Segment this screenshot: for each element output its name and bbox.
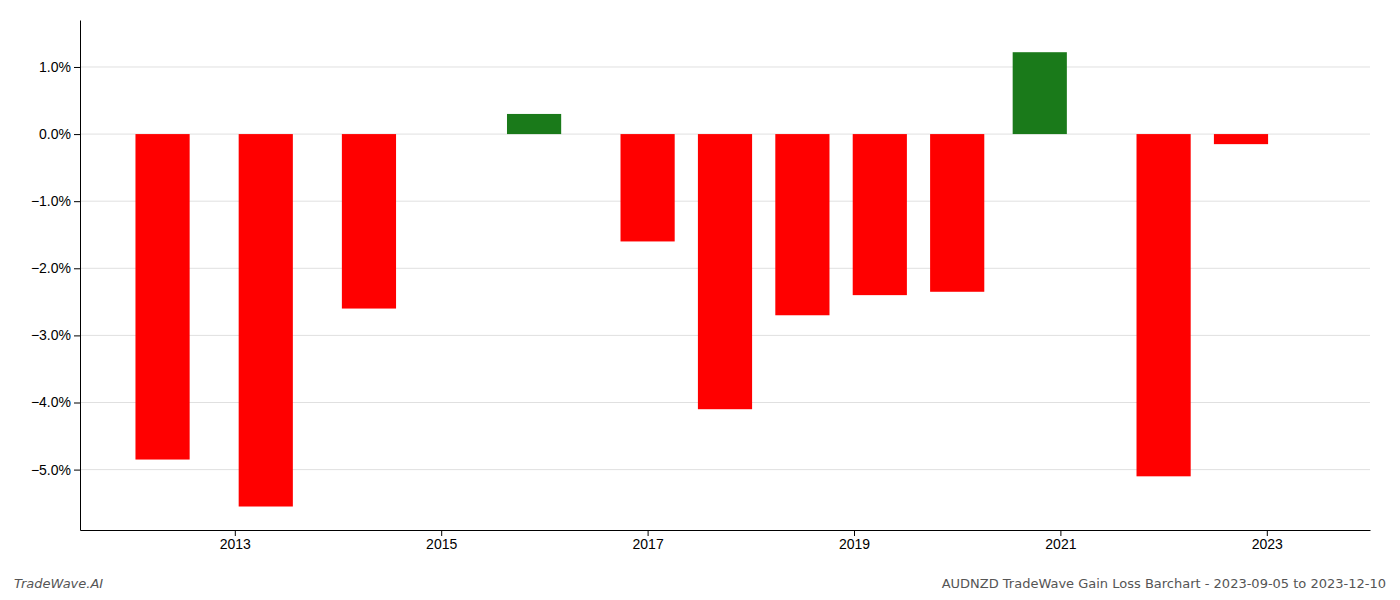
y-tick: −3.0% — [31, 327, 80, 343]
y-tick-mark — [74, 67, 80, 68]
bar — [239, 134, 293, 506]
bar — [1013, 52, 1067, 134]
bar — [1137, 134, 1191, 476]
y-tick-label: −4.0% — [31, 394, 71, 410]
y-tick-mark — [74, 268, 80, 269]
y-axis-line — [80, 21, 81, 531]
x-axis-line — [81, 530, 1371, 531]
footer-text: AUDNZD TradeWave Gain Loss Barchart - 20… — [942, 576, 1386, 591]
bar — [930, 134, 984, 292]
x-tick: 2017 — [633, 530, 664, 552]
plot: 2013 2015 2017 2019 2021 2023 1.0% 0.0% −1.0% −2.… — [31, 21, 1371, 552]
y-tick-mark — [74, 201, 80, 202]
y-tick-mark — [74, 134, 80, 135]
footer-text: TradeWave.AI — [14, 576, 103, 591]
chart: 2013 2015 2017 2019 2021 2023 1.0% 0.0% −1.0% −2.… — [0, 0, 1400, 600]
x-tick-label: 2017 — [633, 536, 664, 552]
y-tick-label: 0.0% — [39, 126, 71, 142]
y-tick: −4.0% — [31, 394, 80, 410]
x-tick: 2023 — [1252, 530, 1283, 552]
y-tick-mark — [74, 335, 80, 336]
x-tick-label: 2019 — [839, 536, 870, 552]
bar — [1214, 134, 1268, 144]
x-tick: 2019 — [839, 530, 870, 552]
bar — [135, 134, 189, 459]
y-tick-label: −1.0% — [31, 193, 71, 209]
bar — [621, 134, 675, 241]
y-tick-mark — [74, 403, 80, 404]
y-tick-label: −3.0% — [31, 327, 71, 343]
y-tick: −5.0% — [31, 462, 80, 478]
x-tick-label: 2023 — [1252, 536, 1283, 552]
x-tick-label: 2015 — [426, 536, 457, 552]
grid-line — [80, 66, 1370, 67]
y-tick-mark — [74, 470, 80, 471]
x-tick: 2013 — [220, 530, 251, 552]
x-tick: 2015 — [426, 530, 457, 552]
y-tick: 0.0% — [39, 126, 80, 142]
y-tick-label: −2.0% — [31, 260, 71, 276]
bar — [775, 134, 829, 315]
y-tick: −2.0% — [31, 260, 80, 276]
y-tick-label: −5.0% — [31, 462, 71, 478]
y-tick: −1.0% — [31, 193, 80, 209]
bar — [507, 114, 561, 134]
x-axis: 2013 2015 2017 2019 2021 2023 — [81, 530, 1371, 552]
x-tick-label: 2013 — [220, 536, 251, 552]
bars — [135, 52, 1268, 506]
bar — [698, 134, 752, 409]
x-tick: 2021 — [1045, 530, 1076, 552]
y-axis: 1.0% 0.0% −1.0% −2.0% −3.0% −4.0% −5.0% — [31, 21, 81, 531]
bar — [342, 134, 396, 308]
y-tick: 1.0% — [39, 59, 80, 75]
bar — [853, 134, 907, 295]
x-tick-label: 2021 — [1045, 536, 1076, 552]
y-tick-label: 1.0% — [39, 59, 71, 75]
